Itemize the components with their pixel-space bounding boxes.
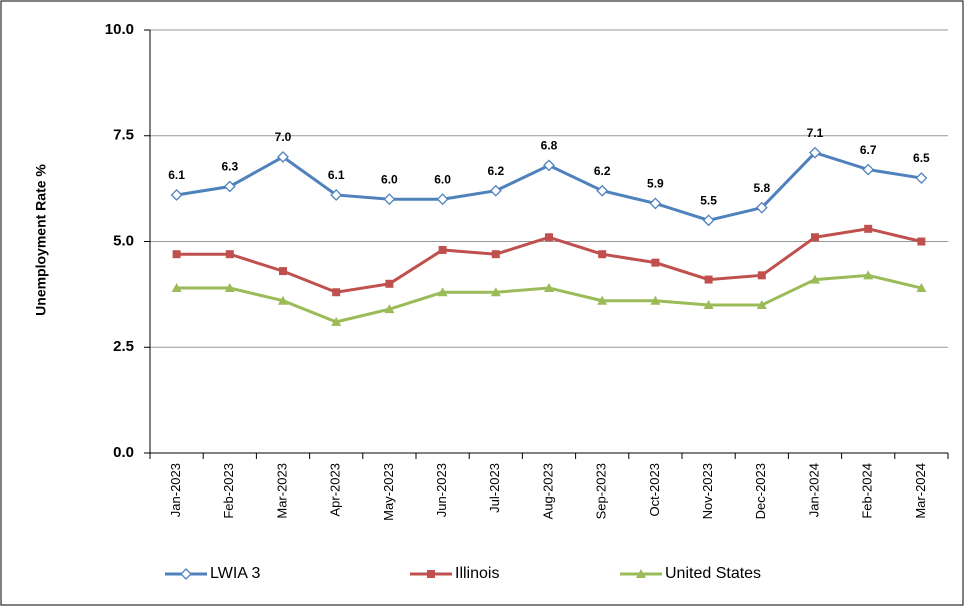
data-point (437, 287, 448, 297)
data-label: 6.1 (328, 168, 345, 182)
data-point (597, 295, 608, 305)
data-point (172, 250, 181, 259)
data-label: 6.1 (168, 168, 185, 182)
data-point (916, 283, 927, 293)
x-tick-label: May-2023 (381, 463, 396, 521)
y-tick-label: 5.0 (113, 232, 134, 249)
y-axis-label: Unemployment Rate % (33, 164, 49, 316)
data-label: 7.0 (275, 130, 292, 144)
legend-label: United States (665, 565, 761, 582)
data-point (811, 233, 819, 242)
data-point (809, 146, 821, 159)
data-label: 7.1 (807, 126, 824, 140)
x-tick-label: Feb-2024 (860, 463, 875, 519)
data-point (383, 193, 396, 206)
x-tick-label: Nov-2023 (700, 463, 715, 519)
x-tick-label: Mar-2024 (913, 463, 928, 519)
data-point (864, 224, 873, 233)
x-tick-label: Aug-2023 (540, 463, 555, 519)
data-point (224, 283, 235, 293)
x-tick-label: Oct-2023 (647, 463, 662, 516)
data-point (225, 250, 234, 259)
x-tick-label: Dec-2023 (753, 463, 768, 519)
data-point (544, 283, 554, 293)
data-label: 6.2 (594, 164, 611, 178)
data-point (170, 189, 183, 201)
data-point (490, 287, 501, 297)
legend-label: LWIA 3 (210, 565, 260, 582)
data-point (277, 150, 289, 163)
data-point (223, 180, 236, 193)
y-tick-label: 2.5 (113, 338, 134, 355)
x-tick-label: Jan-2023 (168, 463, 183, 517)
data-point (384, 304, 395, 314)
data-point (545, 233, 553, 242)
data-label: 6.8 (541, 139, 558, 153)
data-point (651, 258, 660, 267)
data-label: 6.2 (487, 164, 504, 178)
x-tick-label: Mar-2023 (274, 463, 289, 519)
data-point (171, 283, 182, 293)
data-point (756, 299, 767, 309)
data-point (331, 316, 342, 326)
data-point (757, 271, 766, 280)
data-point (917, 237, 926, 246)
data-point (385, 279, 394, 288)
legend-marker (180, 568, 192, 580)
data-point (489, 184, 502, 197)
data-label: 5.5 (700, 194, 717, 208)
data-point (863, 270, 874, 280)
x-tick-label: Sep-2023 (594, 463, 609, 519)
data-point (543, 159, 555, 172)
data-point (491, 250, 500, 259)
data-point (862, 163, 875, 176)
data-point (755, 201, 768, 214)
data-point (332, 288, 341, 297)
legend-label: Illinois (455, 565, 499, 582)
data-label: 6.5 (913, 151, 930, 165)
y-tick-label: 10.0 (105, 21, 134, 38)
x-tick-label: Jul-2023 (487, 463, 502, 513)
data-point (703, 299, 714, 309)
data-point (650, 295, 661, 305)
data-label: 5.9 (647, 177, 664, 191)
data-point (810, 274, 820, 284)
data-point (915, 172, 928, 184)
data-label: 6.0 (434, 172, 451, 186)
data-label: 6.7 (860, 143, 877, 157)
data-point (596, 184, 609, 197)
data-point (330, 189, 343, 201)
data-point (598, 250, 607, 259)
data-point (649, 197, 662, 210)
data-point (279, 267, 287, 276)
data-point (278, 295, 288, 305)
data-label: 6.0 (381, 172, 398, 186)
y-tick-label: 0.0 (113, 444, 134, 461)
x-tick-label: Jan-2024 (806, 463, 821, 517)
x-tick-label: Apr-2023 (328, 463, 343, 516)
data-point (438, 245, 447, 254)
legend-marker (427, 570, 435, 578)
data-point (436, 193, 449, 206)
y-tick-label: 7.5 (113, 127, 134, 144)
legend-marker (636, 569, 646, 578)
data-label: 6.3 (221, 160, 238, 174)
x-tick-label: Feb-2023 (221, 463, 236, 519)
data-label: 5.8 (753, 181, 770, 195)
data-point (704, 275, 713, 284)
data-point (702, 214, 715, 227)
x-tick-label: Jun-2023 (434, 463, 449, 517)
